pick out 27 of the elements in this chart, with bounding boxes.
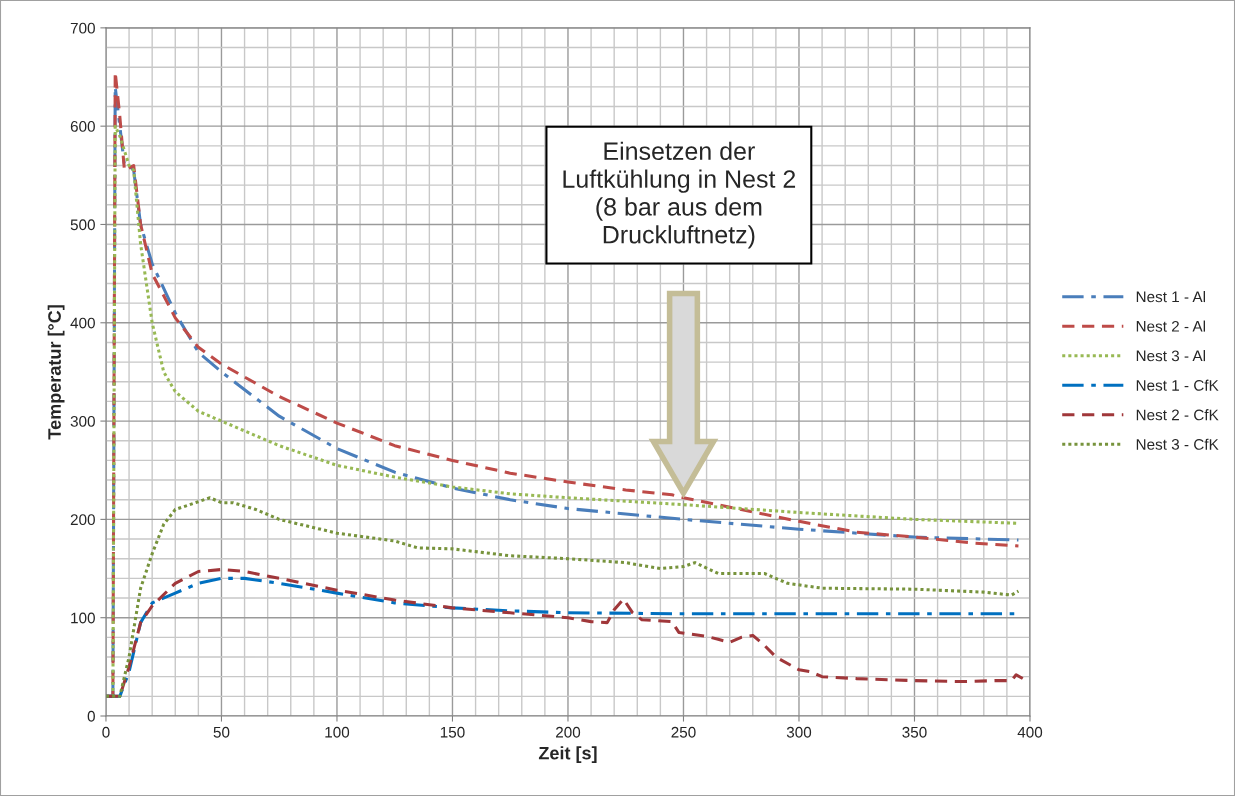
- y-tick-label: 700: [70, 22, 95, 34]
- legend-label: Nest 3 - Al: [1136, 350, 1206, 362]
- legend-label: Nest 1 - CfK: [1136, 379, 1219, 391]
- x-axis-title: Zeit [s]: [538, 746, 597, 764]
- legend-label: Nest 3 - CfK: [1136, 438, 1219, 450]
- y-tick-label: 200: [70, 514, 95, 526]
- y-tick-label: 100: [71, 612, 95, 624]
- y-tick-label: 300: [70, 415, 95, 427]
- legend-label: Nest 1 - Al: [1136, 291, 1206, 303]
- x-tick-label: 100: [325, 726, 350, 738]
- y-tick-label: 400: [70, 317, 95, 329]
- legend-label: Nest 2 - CfK: [1136, 409, 1219, 421]
- y-axis-title: Temperatur [°C]: [47, 305, 65, 440]
- legend-label: Nest 2 - Al: [1136, 320, 1206, 332]
- y-tick-label: 600: [70, 121, 95, 132]
- y-tick-label: 500: [70, 219, 95, 231]
- x-tick-label: 0: [102, 726, 110, 738]
- y-tick-label: 0: [87, 710, 95, 722]
- x-tick-label: 300: [786, 726, 812, 738]
- x-tick-label: 200: [556, 726, 581, 738]
- x-tick-label: 150: [440, 726, 465, 738]
- x-tick-label: 250: [671, 726, 696, 738]
- x-tick-label: 350: [902, 726, 927, 738]
- annotation: Einsetzen der Luftkühlung in Nest 2 (8 bar aus dem Druckluftnetz): [563, 141, 796, 249]
- line-series: [105, 496, 1020, 698]
- x-tick-label: 400: [1017, 726, 1043, 738]
- x-tick-label: 50: [213, 726, 230, 738]
